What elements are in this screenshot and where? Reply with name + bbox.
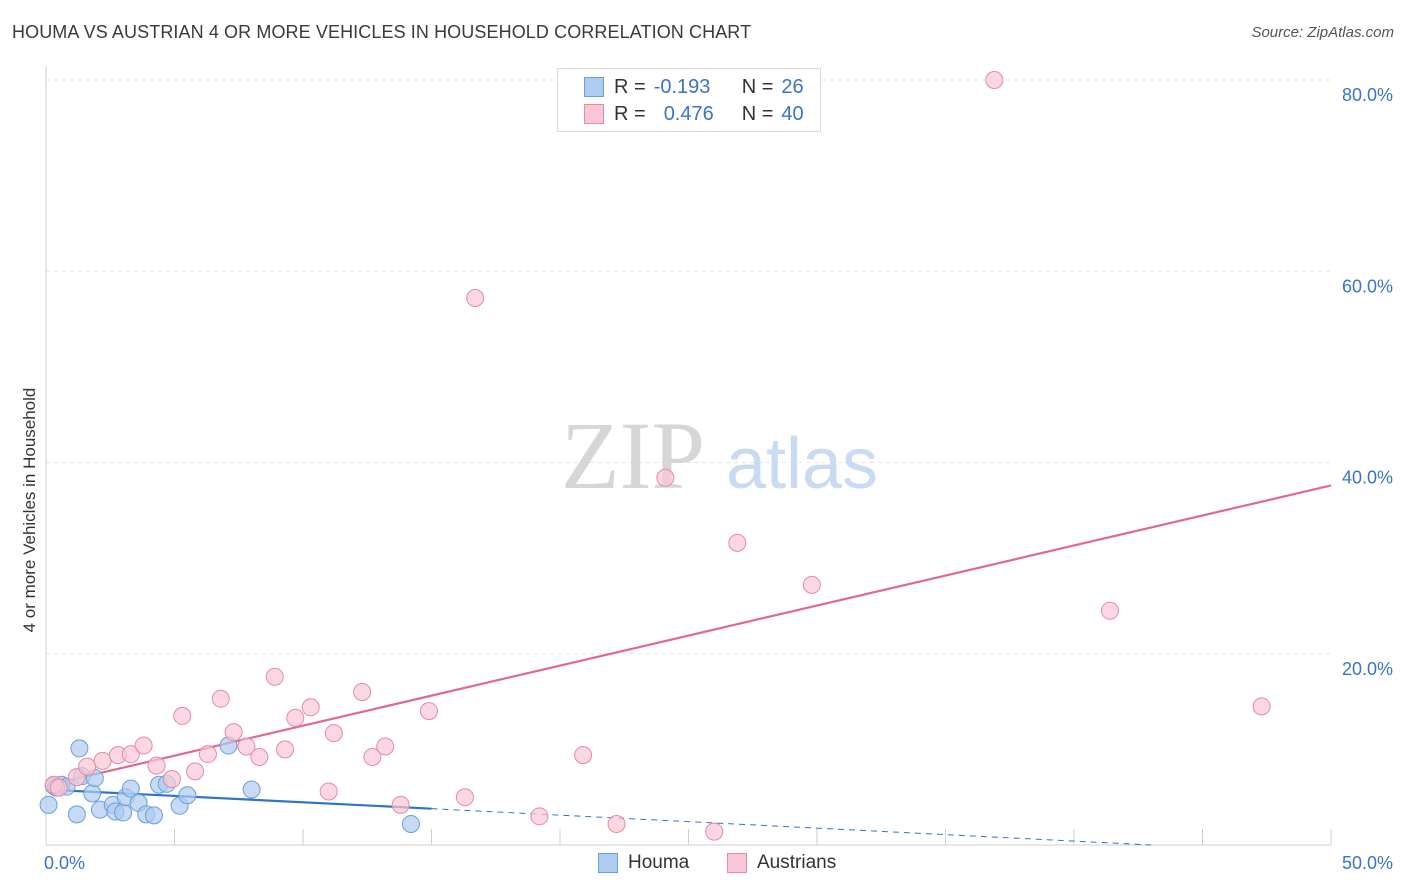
watermark-atlas: atlas [726, 424, 878, 504]
correlation-legend: R = -0.193 N = 26 R = 0.476 N = 40 [557, 68, 821, 132]
point-houma [83, 784, 102, 803]
legend-n-value: 40 [781, 102, 804, 125]
point-austrians [530, 807, 549, 826]
bottom-legend-label-austrians: Austrians [757, 852, 837, 873]
trend-line-austrians [45, 484, 1332, 787]
x-tick-label: 0.0% [44, 853, 85, 873]
legend-swatch-austrians [584, 104, 604, 124]
point-houma [121, 779, 140, 798]
point-austrians [391, 795, 410, 814]
point-austrians [93, 751, 112, 770]
bottom-legend-label-houma: Houma [628, 852, 690, 873]
point-austrians [162, 770, 181, 789]
point-austrians [237, 737, 256, 756]
point-austrians [376, 737, 395, 756]
x-tick-label: 50.0% [1342, 853, 1393, 873]
point-austrians [656, 468, 675, 487]
point-austrians [1100, 601, 1119, 620]
y-tick-label: 80.0% [1342, 85, 1393, 105]
data-points [39, 71, 1271, 841]
point-austrians [574, 746, 593, 765]
legend-n-label: N = [741, 75, 774, 98]
point-houma [39, 795, 58, 814]
point-austrians [198, 745, 217, 764]
grid-lines [46, 79, 1331, 655]
point-houma [67, 805, 86, 824]
point-austrians [147, 756, 166, 775]
tick-labels: 20.0% 40.0% 60.0% 80.0% 0.0% 50.0% [44, 85, 1393, 873]
point-austrians [419, 702, 438, 721]
trend-line-houma [45, 788, 432, 810]
y-axis-label-wrap: 4 or more Vehicles in Household [18, 330, 42, 690]
point-austrians [265, 667, 284, 686]
point-houma [144, 806, 163, 825]
y-axis-label: 4 or more Vehicles in Household [20, 387, 39, 633]
point-austrians [250, 748, 269, 767]
y-tick-label: 40.0% [1342, 468, 1393, 488]
point-houma [242, 780, 261, 799]
point-houma [70, 739, 89, 758]
legend-n-label: N = [741, 102, 774, 125]
legend-r-label: R = [614, 75, 646, 98]
point-austrians [1252, 697, 1271, 716]
point-austrians [286, 708, 305, 727]
point-austrians [802, 575, 821, 594]
watermark-zip: ZIP [561, 402, 705, 509]
point-austrians [301, 698, 320, 717]
point-houma [401, 814, 420, 833]
chart-title: HOUMA VS AUSTRIAN 4 OR MORE VEHICLES IN … [12, 22, 752, 42]
legend-row-houma: R = -0.193 N = 26 [584, 74, 804, 100]
bottom-legend-swatch-houma [598, 853, 618, 873]
point-austrians [121, 745, 140, 764]
trend-lines [45, 484, 1332, 846]
point-houma [178, 786, 197, 805]
point-austrians [363, 748, 382, 767]
point-austrians [455, 788, 474, 807]
point-austrians [985, 71, 1004, 89]
point-austrians [173, 706, 192, 725]
legend-r-value: 0.476 [663, 102, 714, 125]
point-austrians [211, 689, 230, 708]
point-austrians [705, 822, 724, 841]
source-label: Source: ZipAtlas.com [1251, 24, 1394, 41]
point-austrians [224, 723, 243, 742]
bottom-legend-austrians: Austrians [727, 852, 836, 874]
point-austrians [134, 736, 153, 755]
point-austrians [466, 289, 485, 308]
legend-r-label: R = [614, 102, 646, 125]
legend-row-austrians: R = 0.476 N = 40 [584, 101, 804, 127]
point-austrians [186, 762, 205, 781]
point-austrians [78, 757, 97, 776]
y-tick-label: 60.0% [1342, 276, 1393, 296]
bottom-legend-swatch-austrians [727, 853, 747, 873]
legend-n-value: 26 [781, 75, 804, 98]
legend-swatch-houma [584, 77, 604, 97]
point-austrians [49, 778, 68, 797]
bottom-legend-houma: Houma [598, 852, 689, 874]
point-austrians [353, 683, 372, 701]
y-tick-label: 20.0% [1342, 659, 1393, 679]
point-austrians [324, 724, 343, 743]
point-austrians [319, 782, 338, 801]
legend-r-value: -0.193 [653, 75, 711, 98]
point-austrians [276, 740, 295, 759]
point-austrians [607, 814, 626, 833]
point-austrians [728, 533, 747, 552]
axes [45, 66, 1332, 846]
point-houma [114, 803, 133, 822]
